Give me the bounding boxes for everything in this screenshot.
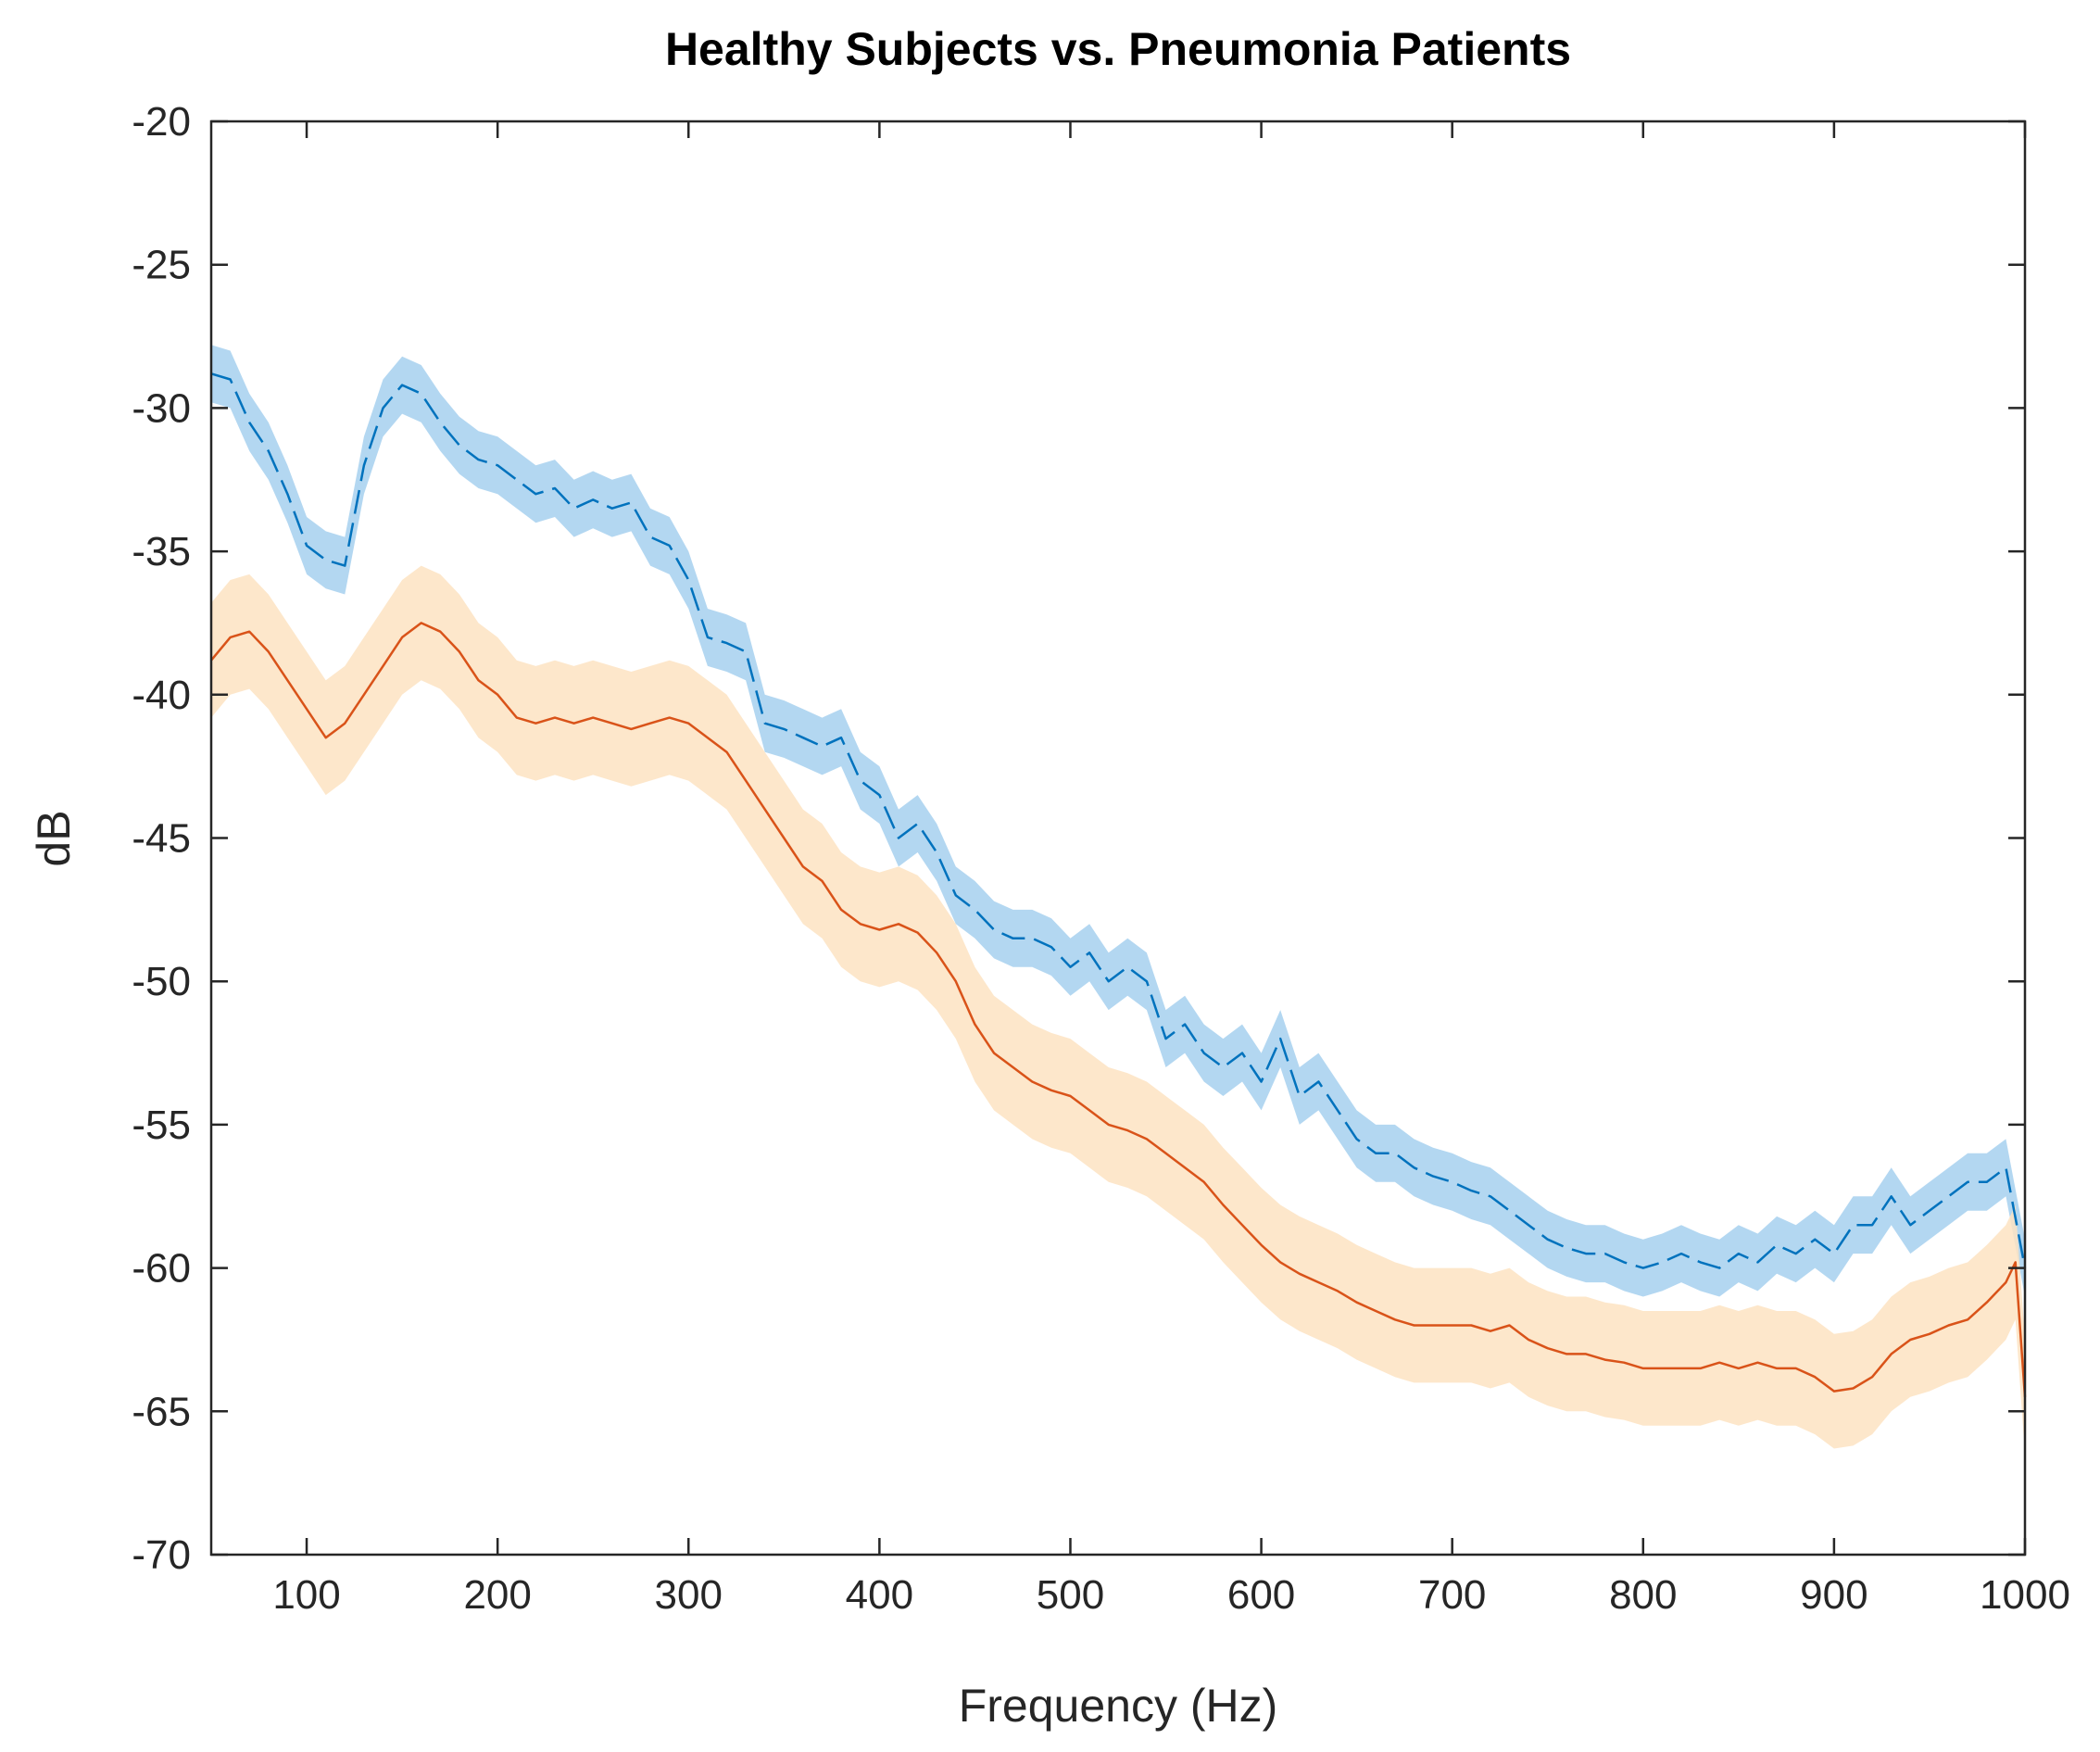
x-tick-label: 700 bbox=[1418, 1572, 1486, 1618]
x-axis-label: Frequency (Hz) bbox=[959, 1680, 1278, 1732]
x-tick-label: 800 bbox=[1609, 1572, 1677, 1618]
axis-ticks bbox=[211, 120, 2027, 1557]
x-tick-label: 1000 bbox=[1980, 1572, 2070, 1618]
x-tick-label: 100 bbox=[272, 1572, 340, 1618]
y-axis-label: dB bbox=[28, 810, 80, 866]
confidence-bands bbox=[211, 345, 2025, 1455]
y-tick-label: -25 bbox=[132, 243, 191, 288]
healthy-subjects-line bbox=[210, 372, 2027, 1269]
x-tick-label: 200 bbox=[463, 1572, 531, 1618]
y-tick-label: -35 bbox=[132, 529, 191, 574]
x-tick-label: 900 bbox=[1800, 1572, 1867, 1618]
y-tick-labels: -20 -25 -30 -35 -40 -45 -50 -55 -60 -65 -70 bbox=[132, 99, 191, 1578]
y-tick-label: -50 bbox=[132, 959, 191, 1004]
y-tick-label: -60 bbox=[132, 1246, 191, 1292]
y-tick-label: -70 bbox=[132, 1532, 191, 1578]
y-tick-label: -55 bbox=[132, 1103, 191, 1148]
chart-title: Healthy Subjects vs. Pneumonia Patients bbox=[665, 23, 1571, 75]
y-tick-label: -30 bbox=[132, 385, 191, 431]
pneumonia-patients-line bbox=[210, 622, 2027, 1397]
series-lines bbox=[210, 372, 2027, 1397]
y-tick-label: -40 bbox=[132, 673, 191, 718]
y-tick-label: -45 bbox=[132, 816, 191, 862]
x-tick-label: 600 bbox=[1227, 1572, 1295, 1618]
x-tick-labels: 100 200 300 400 500 600 700 800 900 1000 bbox=[272, 1572, 2070, 1618]
x-tick-label: 500 bbox=[1037, 1572, 1104, 1618]
x-tick-label: 400 bbox=[846, 1572, 913, 1618]
y-tick-label: -65 bbox=[132, 1389, 191, 1434]
y-tick-label: -20 bbox=[132, 99, 191, 145]
x-tick-label: 300 bbox=[655, 1572, 723, 1618]
pneumonia-patients-band bbox=[211, 565, 2025, 1455]
